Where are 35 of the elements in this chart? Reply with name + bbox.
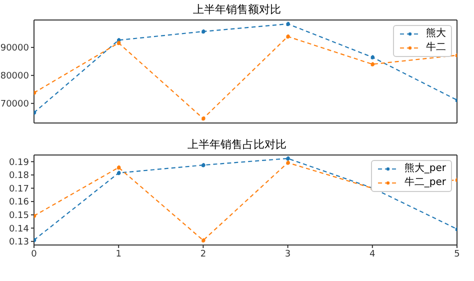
- point: [286, 156, 290, 161]
- point: [116, 38, 121, 42]
- x-tick-label: 5: [454, 249, 460, 260]
- y-tick-label: 0.15: [8, 211, 29, 222]
- point: [116, 40, 121, 46]
- legend-label: 熊大_per: [404, 162, 446, 176]
- point: [201, 29, 206, 34]
- y-tick-label: 0.19: [8, 158, 30, 168]
- point: [370, 62, 375, 66]
- y-tick-label: 90000: [0, 44, 30, 54]
- y-tick-label: 0.14: [8, 224, 30, 234]
- y-tick-label: 0.16: [8, 198, 30, 208]
- y-tick-label: 80000: [0, 72, 30, 82]
- point: [286, 160, 290, 165]
- point: [201, 116, 206, 121]
- legend-label: 牛二_per: [404, 176, 446, 190]
- point: [370, 55, 375, 60]
- legend-label: 熊大: [426, 27, 446, 41]
- point: [201, 238, 206, 242]
- x-tick-label: 2: [200, 249, 206, 260]
- point: [201, 162, 206, 168]
- y-tick-label: 70000: [0, 100, 30, 110]
- x-tick-label: 1: [116, 249, 122, 260]
- chart-title: 上半年销售额对比: [192, 2, 282, 17]
- legend-label: 牛二: [426, 41, 446, 55]
- x-tick-label: 3: [284, 249, 291, 260]
- y-tick-label: 0.18: [8, 171, 30, 182]
- chart-title: 上半年销售占比对比: [186, 137, 288, 152]
- x-tick-label: 4: [370, 249, 376, 260]
- point: [286, 22, 290, 26]
- x-tick-label: 0: [31, 249, 38, 260]
- point: [286, 34, 290, 39]
- point: [116, 165, 121, 170]
- y-tick-label: 0.13: [8, 238, 29, 248]
- y-tick-label: 0.17: [8, 184, 29, 194]
